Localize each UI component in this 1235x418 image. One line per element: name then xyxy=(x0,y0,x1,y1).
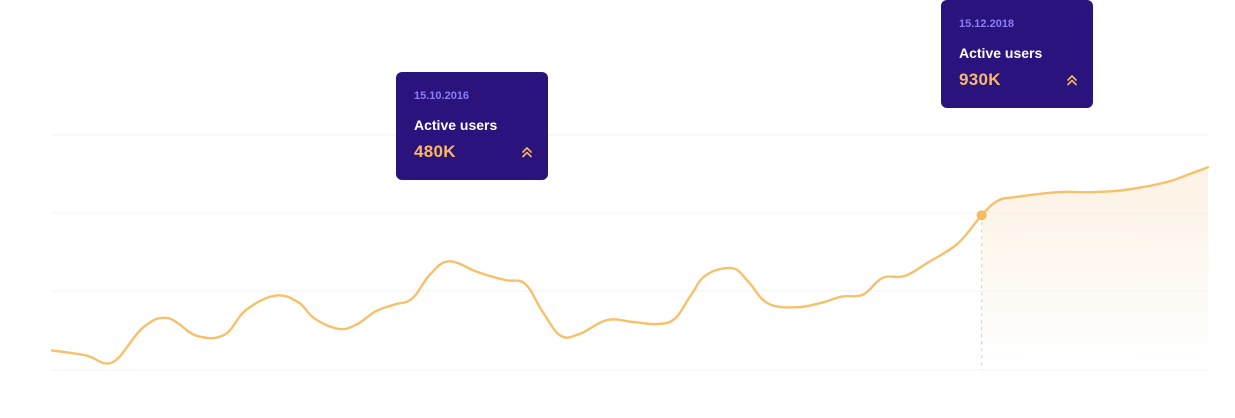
series-line xyxy=(50,166,1210,365)
tooltip-label: Active users xyxy=(959,45,1043,61)
area-fill xyxy=(981,167,1208,370)
tooltip-2018: 15.12.2018 Active users 930K xyxy=(941,0,1093,108)
tooltip-date: 15.12.2018 xyxy=(959,18,1015,30)
highlight-point xyxy=(976,210,987,221)
tooltip-value: 930K xyxy=(959,70,1001,89)
tooltip-label: Active users xyxy=(414,117,498,133)
double-chevron-up-icon xyxy=(522,147,532,158)
double-chevron-up-icon xyxy=(1067,75,1077,86)
tooltip-2016: 15.10.2016 Active users 480K xyxy=(396,72,548,180)
tooltip-value: 480K xyxy=(414,142,456,161)
tooltip-date: 15.10.2016 xyxy=(414,90,470,102)
highlight-layer xyxy=(976,210,987,370)
